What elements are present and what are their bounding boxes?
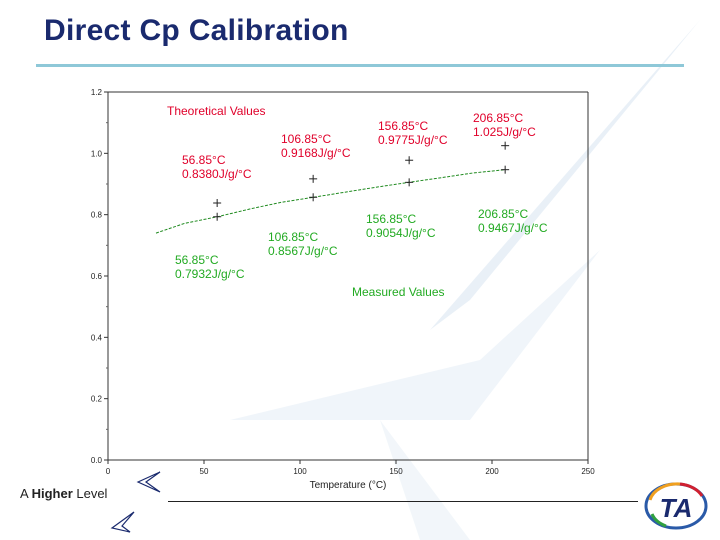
y-tick-label: 1.2: [91, 88, 103, 97]
theo-annotation-temp-4: 206.85°C: [473, 111, 524, 125]
title-underline: [36, 64, 684, 67]
y-tick-label: 0.4: [91, 333, 103, 342]
theo-annotation-temp-2: 106.85°C: [281, 132, 332, 146]
theo-annotation-temp-3: 156.85°C: [378, 119, 429, 133]
footer-rule: [168, 501, 638, 502]
theoretical-values-label: Theoretical Values: [167, 104, 266, 118]
y-tick-label: 0.0: [91, 456, 103, 465]
tagline: A Higher Level: [20, 486, 108, 501]
x-tick-label: 50: [200, 467, 209, 476]
x-tick-label: 250: [581, 467, 595, 476]
ta-logo: TA: [644, 482, 708, 530]
x-tick-label: 100: [293, 467, 307, 476]
meas-annotation-temp-2: 106.85°C: [268, 230, 319, 244]
theo-annotation-value-3: 0.9775J/g/°C: [378, 133, 448, 147]
x-axis-label: Temperature (°C): [310, 480, 387, 491]
x-tick-label: 0: [106, 467, 111, 476]
ta-logo-text: TA: [660, 493, 693, 523]
measured-values-label: Measured Values: [352, 285, 445, 299]
meas-annotation-value-3: 0.9054J/g/°C: [366, 226, 436, 240]
cp-calibration-chart: 0 50 100 150 200 250 0.0 0.2 0.4 0.6 0.8 1.0 1.2 Tem…: [91, 88, 595, 491]
theo-annotation-value-2: 0.9168J/g/°C: [281, 146, 351, 160]
y-tick-label: 1.0: [91, 149, 103, 158]
theo-annotation-temp-1: 56.85°C: [182, 153, 226, 167]
y-tick-label: 0.8: [91, 211, 103, 220]
meas-annotation-temp-3: 156.85°C: [366, 212, 417, 226]
meas-annotation-temp-4: 206.85°C: [478, 207, 529, 221]
meas-annotation-value-4: 0.9467J/g/°C: [478, 221, 548, 235]
meas-annotation-temp-1: 56.85°C: [175, 253, 219, 267]
slide-title: Direct Cp Calibration: [44, 14, 349, 47]
y-tick-label: 0.6: [91, 272, 103, 281]
small-chevron-icon: [136, 471, 161, 493]
x-tick-label: 200: [485, 467, 499, 476]
measured-series-line: [155, 169, 506, 234]
theo-annotation-value-4: 1.025J/g/°C: [473, 125, 536, 139]
meas-annotation-value-1: 0.7932J/g/°C: [175, 267, 245, 281]
theo-annotation-value-1: 0.8380J/g/°C: [182, 167, 252, 181]
y-tick-label: 0.2: [91, 395, 103, 404]
x-tick-label: 150: [389, 467, 403, 476]
small-chevron-icon-2: [110, 511, 135, 533]
meas-annotation-value-2: 0.8567J/g/°C: [268, 244, 338, 258]
